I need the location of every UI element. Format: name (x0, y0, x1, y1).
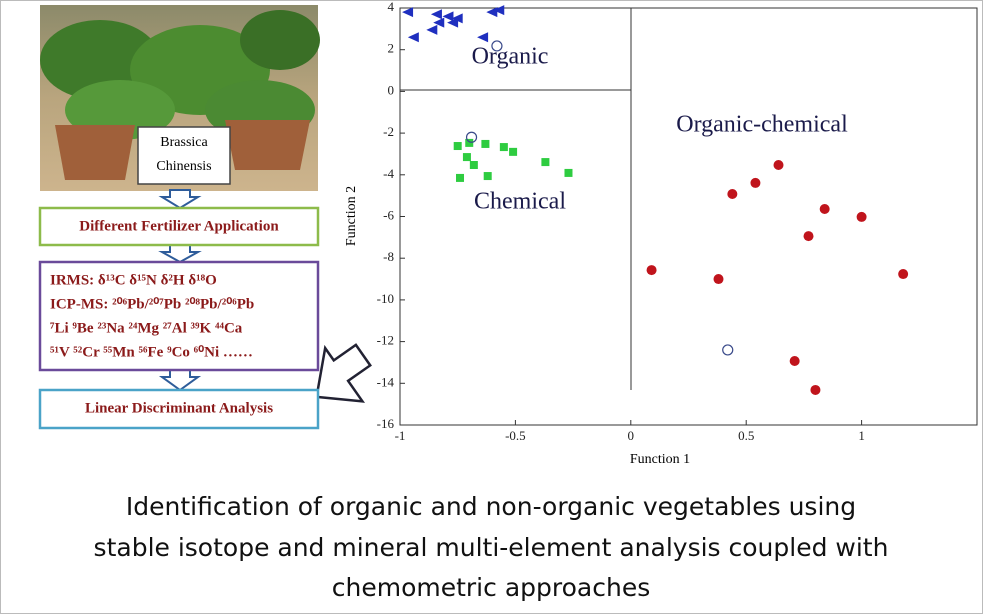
y-tick-label: -2 (383, 124, 394, 139)
x-tick-label: 0 (628, 428, 635, 443)
y-axis-label: Function 2 (344, 186, 359, 246)
point (646, 265, 657, 276)
point (430, 9, 442, 20)
y-tick-label: -8 (383, 249, 394, 264)
annotation: Organic (472, 44, 549, 70)
x-tick-label: -1 (395, 428, 406, 443)
x-tick-label: 1 (858, 428, 865, 443)
y-tick-label: -12 (377, 333, 394, 348)
x-axis-label: Function 1 (630, 452, 690, 467)
point (499, 143, 508, 152)
point (469, 161, 478, 170)
photo-label: Chinensis (156, 159, 211, 174)
analysis-text: Linear Discriminant Analysis (85, 400, 273, 416)
point (541, 158, 550, 167)
point (773, 160, 784, 171)
x-tick-label: -0.5 (505, 428, 526, 443)
point (810, 384, 821, 395)
point (819, 203, 830, 214)
point (803, 231, 814, 242)
y-tick-label: 2 (388, 41, 395, 56)
methods-line: ICP-MS: ²⁰⁶Pb/²⁰⁷Pb ²⁰⁸Pb/²⁰⁶Pb (50, 296, 254, 312)
point (477, 32, 489, 43)
methods-line: IRMS: δ¹³C δ¹⁵N δ²H δ¹⁸O (50, 272, 217, 288)
box-analysis (38, 388, 320, 430)
x-tick-label: 0.5 (738, 428, 754, 443)
point (727, 188, 738, 199)
y-tick-label: -16 (377, 416, 395, 431)
caption-line: Identification of organic and non-organi… (126, 492, 856, 521)
point (407, 32, 419, 43)
point (447, 17, 459, 28)
flow-arrows (158, 189, 372, 403)
point (462, 153, 471, 162)
photo: Brassica Chinensis (40, 5, 320, 191)
caption-line: chemometric approaches (332, 573, 650, 602)
y-tick-label: -6 (383, 207, 394, 222)
point (402, 7, 414, 18)
box-application (38, 206, 320, 247)
y-tick-label: 4 (388, 0, 395, 14)
point (713, 274, 724, 285)
caption-line: stable isotope and mineral multi-element… (94, 533, 889, 562)
point (442, 11, 454, 22)
point (483, 172, 492, 181)
point (564, 168, 573, 177)
y-tick-label: 0 (388, 82, 395, 97)
point (722, 344, 734, 356)
photo-label: Brassica (160, 135, 208, 150)
point (465, 131, 478, 143)
point (750, 177, 761, 188)
point (491, 40, 503, 52)
methods-line: ⁷Li ⁹Be ²³Na ²⁴Mg ²⁷Al ³⁹K ⁴⁴Ca (50, 320, 243, 336)
point (433, 17, 445, 28)
application-text: Different Fertilizer Application (79, 218, 279, 234)
point (456, 173, 465, 182)
y-tick-label: -4 (383, 166, 394, 181)
annotation: Chemical (474, 189, 566, 215)
y-tick-label: -14 (377, 374, 395, 389)
point (509, 147, 518, 156)
point (898, 269, 909, 280)
point (465, 138, 474, 147)
point (426, 24, 438, 35)
point (789, 355, 800, 366)
annotation: Organic-chemical (676, 112, 848, 138)
methods-line: ⁵¹V ⁵²Cr ⁵⁵Mn ⁵⁶Fe ⁹Co ⁶⁰Ni …… (50, 344, 253, 360)
y-tick-label: -10 (377, 291, 394, 306)
point (453, 142, 462, 151)
point (856, 211, 867, 222)
point (481, 139, 490, 148)
box-methods (38, 260, 320, 372)
point (493, 5, 505, 16)
